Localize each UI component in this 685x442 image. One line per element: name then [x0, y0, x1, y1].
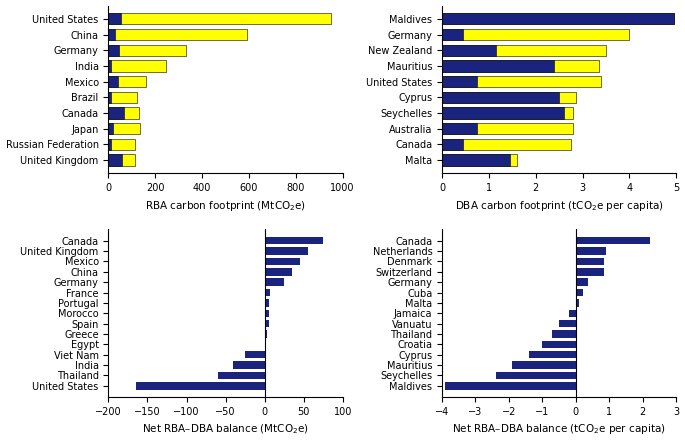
Bar — [234, 362, 264, 369]
Bar — [264, 341, 266, 348]
Bar — [543, 341, 576, 348]
Bar — [264, 320, 269, 328]
Bar — [108, 154, 136, 166]
Bar — [442, 107, 564, 118]
Bar — [108, 91, 136, 103]
Bar — [108, 29, 247, 40]
Bar — [108, 91, 111, 103]
Bar — [576, 278, 588, 286]
Bar — [264, 268, 292, 275]
Bar — [442, 76, 477, 87]
Bar — [442, 45, 606, 56]
Bar — [495, 372, 576, 379]
Bar — [569, 309, 576, 317]
X-axis label: DBA carbon footprint (tCO$_2$e per capita): DBA carbon footprint (tCO$_2$e per capit… — [455, 198, 664, 213]
Bar — [576, 289, 583, 296]
Bar — [245, 351, 264, 358]
Bar — [136, 382, 264, 389]
Bar — [442, 154, 510, 166]
Bar — [442, 29, 463, 40]
Bar — [442, 60, 599, 72]
X-axis label: RBA carbon footprint (MtCO$_2$e): RBA carbon footprint (MtCO$_2$e) — [145, 198, 306, 213]
Bar — [442, 60, 554, 72]
Bar — [576, 248, 606, 255]
Bar — [108, 139, 111, 150]
Bar — [576, 268, 604, 275]
Bar — [442, 139, 463, 150]
Bar — [108, 60, 166, 72]
Bar — [442, 91, 559, 103]
Bar — [108, 13, 331, 24]
Bar — [108, 107, 139, 118]
Bar — [264, 289, 270, 296]
X-axis label: Net RBA–DBA balance (tCO$_2$e per capita): Net RBA–DBA balance (tCO$_2$e per capita… — [452, 423, 666, 436]
Bar — [442, 45, 496, 56]
Bar — [264, 258, 300, 265]
Bar — [108, 123, 113, 134]
Bar — [108, 76, 146, 87]
Bar — [108, 76, 118, 87]
Bar — [576, 258, 604, 265]
Bar — [442, 13, 674, 24]
Bar — [108, 139, 136, 150]
Bar — [445, 382, 576, 389]
Bar — [108, 107, 123, 118]
Bar — [108, 29, 116, 40]
Bar — [442, 123, 477, 134]
Bar — [559, 320, 576, 328]
Bar — [264, 237, 323, 244]
Bar — [442, 13, 674, 24]
Bar — [529, 351, 576, 358]
Bar — [108, 45, 186, 56]
Bar — [576, 237, 649, 244]
Bar — [442, 76, 601, 87]
Bar — [108, 45, 119, 56]
Bar — [576, 299, 580, 307]
Bar — [264, 309, 269, 317]
Bar — [264, 278, 284, 286]
Bar — [264, 248, 308, 255]
Bar — [442, 123, 573, 134]
Bar — [553, 330, 576, 338]
Bar — [442, 91, 575, 103]
Bar — [264, 299, 269, 307]
Bar — [218, 372, 264, 379]
Bar — [512, 362, 576, 369]
Bar — [442, 107, 573, 118]
Bar — [442, 154, 517, 166]
Bar — [442, 29, 630, 40]
Bar — [442, 139, 571, 150]
X-axis label: Net RBA–DBA balance (MtCO$_2$e): Net RBA–DBA balance (MtCO$_2$e) — [142, 423, 309, 436]
Bar — [108, 60, 111, 72]
Bar — [108, 123, 140, 134]
Bar — [108, 13, 121, 24]
Bar — [108, 154, 123, 166]
Bar — [264, 330, 267, 338]
